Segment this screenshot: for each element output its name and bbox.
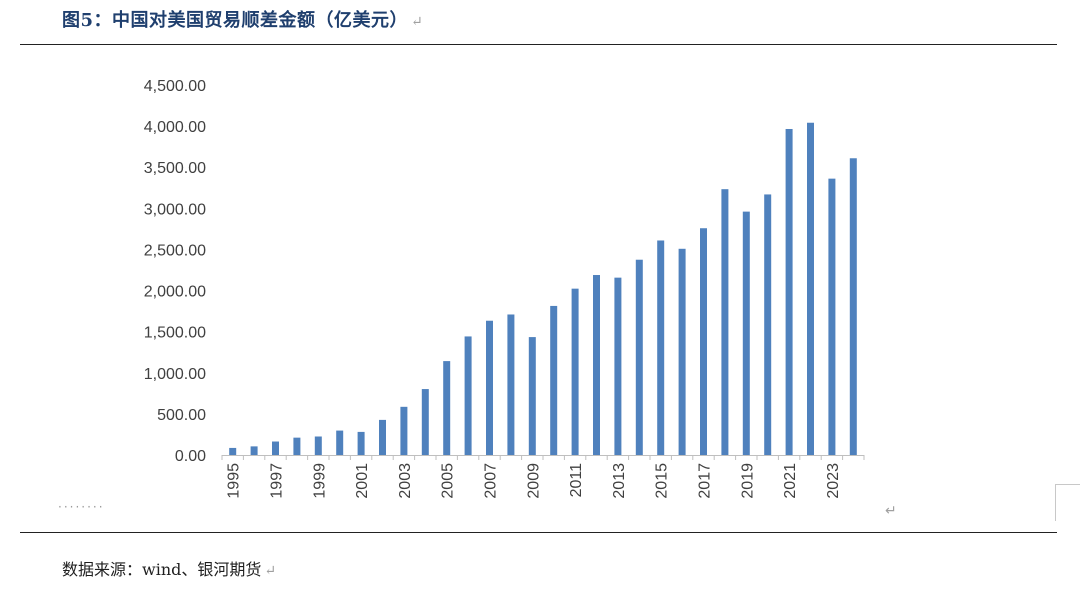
y-axis: 0.00 500.00 1,000.00 1,500.00 2,000.00 2,500.… [144, 78, 206, 465]
bar-2008 [507, 314, 515, 455]
bar-2012 [593, 275, 600, 455]
x-tick-label: 2023 [825, 463, 842, 499]
bar-1999 [314, 436, 322, 455]
bar-2020 [764, 194, 772, 455]
y-tick-label: 500.00 [157, 407, 206, 424]
bar-2002 [379, 419, 386, 455]
x-tick-label: 2009 [525, 463, 542, 499]
x-tick-label: 2021 [782, 463, 799, 499]
x-tick-label: 2013 [611, 463, 628, 499]
leader-dots: ········ [58, 500, 105, 514]
y-tick-label: 2,000.00 [144, 284, 206, 301]
bar-2004 [421, 389, 429, 455]
x-tick-label: 2011 [568, 463, 585, 498]
x-tick-label: 1995 [226, 463, 243, 499]
bar-2010 [550, 305, 558, 455]
bar-2009 [528, 337, 536, 455]
top-rule [20, 44, 1057, 45]
x-tick-label: 2001 [354, 463, 371, 499]
bar-2023 [828, 178, 836, 455]
bar-2014 [635, 259, 643, 455]
y-tick-label: 4,000.00 [144, 119, 206, 136]
x-tick-label: 2007 [483, 463, 500, 499]
bar-2021 [785, 128, 793, 456]
return-mark-icon: ↵ [411, 14, 424, 30]
return-mark-icon: ↵ [885, 503, 897, 519]
x-tick-label: 2019 [739, 463, 756, 499]
bar-2015 [657, 240, 665, 455]
source-note: 数据来源：wind、银河期货 ↵ [62, 560, 277, 579]
bar-2017 [700, 228, 707, 455]
x-tick-label: 1997 [269, 463, 286, 499]
y-tick-label: 4,500.00 [144, 78, 206, 95]
bar-2003 [400, 406, 408, 455]
bar-1997 [272, 441, 279, 455]
bar-2016 [678, 248, 686, 455]
return-mark-icon: ↵ [264, 563, 277, 579]
bar-series [229, 122, 857, 456]
bar-1998 [293, 437, 301, 455]
bar-2000 [336, 430, 344, 455]
y-tick-label: 2,500.00 [144, 242, 206, 259]
y-tick-label: 0.00 [175, 448, 206, 465]
bar-2019 [742, 211, 750, 455]
bar-2001 [357, 431, 365, 455]
y-tick-label: 3,500.00 [144, 160, 206, 177]
bar-2018 [721, 189, 729, 455]
bar-2024 [849, 158, 857, 455]
bar-2007 [486, 320, 493, 455]
bar-2022 [807, 122, 814, 456]
x-tick-label: 2015 [654, 463, 671, 499]
bar-2013 [614, 277, 622, 455]
x-tick-label: 2017 [697, 463, 714, 499]
figure-title: 图5：中国对美国贸易顺差金额（亿美元） ↵ [62, 10, 424, 31]
corner-crop-mark [1055, 484, 1080, 521]
x-tick-label: 1999 [311, 463, 328, 499]
x-axis: 1995 1997 1999 2001 2003 2005 2007 2009 2011 2013… [221, 455, 865, 499]
bar-2006 [464, 336, 472, 455]
bar-2005 [443, 361, 451, 455]
bar-1995 [229, 447, 237, 455]
y-tick-label: 1,000.00 [144, 366, 206, 383]
bar-2011 [571, 288, 579, 455]
y-tick-label: 3,000.00 [144, 201, 206, 218]
bar-1996 [250, 446, 258, 455]
bottom-rule [20, 532, 1057, 533]
x-tick-label: 2003 [397, 463, 414, 499]
x-tick-label: 2005 [440, 463, 457, 499]
y-tick-label: 1,500.00 [144, 325, 206, 342]
